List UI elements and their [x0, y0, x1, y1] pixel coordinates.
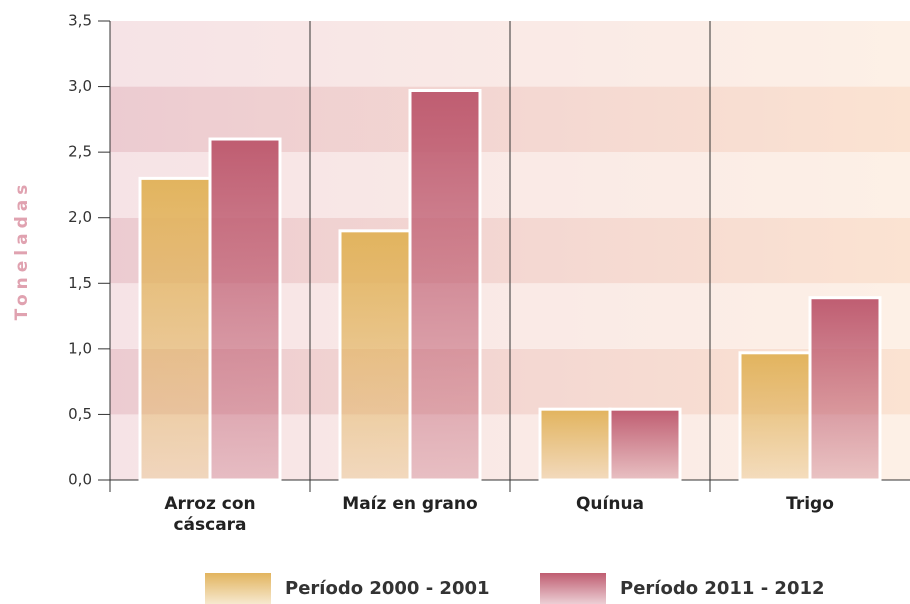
bar [738, 351, 812, 482]
legend-label: Período 2011 - 2012 [620, 578, 825, 599]
bar [538, 407, 612, 482]
y-tick-label: 0,0 [68, 471, 92, 489]
legend-swatch [205, 573, 271, 604]
bar [338, 229, 412, 482]
y-axis-label: Toneladas [12, 180, 32, 321]
bar [138, 176, 212, 482]
legend-swatch [540, 573, 606, 604]
y-tick-label: 0,5 [68, 405, 92, 423]
y-tick-label: 2,0 [68, 208, 92, 226]
bar [808, 296, 882, 482]
y-tick-label: 2,5 [68, 143, 92, 161]
x-tick-label: Trigo [786, 494, 834, 514]
y-tick-label: 3,0 [68, 77, 92, 95]
x-tick-label: Arroz con cáscara [164, 494, 256, 535]
y-tick-label: 1,5 [68, 274, 92, 292]
x-tick-label: Maíz en grano [342, 494, 478, 514]
bar [408, 89, 482, 482]
bar [208, 137, 282, 482]
legend-label: Período 2000 - 2001 [285, 578, 490, 599]
y-tick-label: 1,0 [68, 339, 92, 357]
bar [608, 407, 682, 482]
x-tick-label: Quínua [575, 494, 645, 514]
y-tick-label: 3,5 [68, 12, 92, 30]
